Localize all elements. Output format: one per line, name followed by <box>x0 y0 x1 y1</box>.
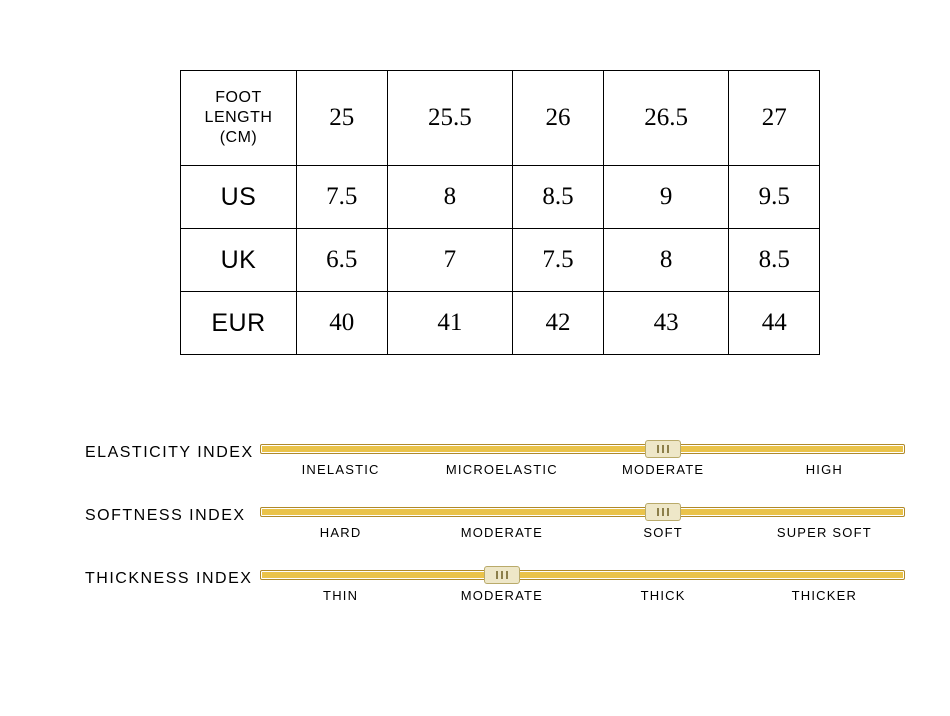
size-value: 8 <box>387 166 513 229</box>
size-chart-table: FOOT LENGTH (CM) 25 25.5 26 26.5 27 US 7… <box>180 70 820 355</box>
slider-track-fill <box>262 572 903 578</box>
slider-handle[interactable] <box>645 440 681 458</box>
foot-length-value: 26.5 <box>603 71 729 166</box>
size-value: 6.5 <box>297 229 388 292</box>
size-value: 7.5 <box>513 229 604 292</box>
slider-ticks: HARD MODERATE SOFT SUPER SOFT <box>260 525 905 540</box>
row-label-us: US <box>181 166 297 229</box>
slider-track <box>260 507 905 517</box>
grip-icon <box>501 571 503 579</box>
table-header-row: FOOT LENGTH (CM) 25 25.5 26 26.5 27 <box>181 71 820 166</box>
size-value: 9 <box>603 166 729 229</box>
size-value: 8.5 <box>729 229 820 292</box>
size-value: 7 <box>387 229 513 292</box>
grip-icon <box>667 445 669 453</box>
corner-line-1: FOOT <box>215 89 261 106</box>
thickness-index-label: THICKNESS INDEX <box>85 570 260 588</box>
tick-label: MICROELASTIC <box>421 462 582 477</box>
slider-track <box>260 570 905 580</box>
index-sliders-section: ELASTICITY INDEX INELASTIC MICROELASTIC … <box>85 444 905 633</box>
tick-label: MODERATE <box>421 525 582 540</box>
size-value: 9.5 <box>729 166 820 229</box>
foot-length-value: 25.5 <box>387 71 513 166</box>
tick-label: SUPER SOFT <box>744 525 905 540</box>
table-row: UK 6.5 7 7.5 8 8.5 <box>181 229 820 292</box>
size-value: 44 <box>729 292 820 355</box>
grip-icon <box>662 508 664 516</box>
row-label-eur: EUR <box>181 292 297 355</box>
tick-label: THICKER <box>744 588 905 603</box>
size-value: 40 <box>297 292 388 355</box>
slider-track-fill <box>262 509 903 515</box>
size-value: 41 <box>387 292 513 355</box>
foot-length-value: 27 <box>729 71 820 166</box>
row-label-uk: UK <box>181 229 297 292</box>
size-value: 8 <box>603 229 729 292</box>
tick-label: THIN <box>260 588 421 603</box>
tick-label: THICK <box>583 588 744 603</box>
slider-ticks: INELASTIC MICROELASTIC MODERATE HIGH <box>260 462 905 477</box>
thickness-index-row: THICKNESS INDEX THIN MODERATE THICK THIC… <box>85 570 905 603</box>
size-value: 43 <box>603 292 729 355</box>
table-row: EUR 40 41 42 43 44 <box>181 292 820 355</box>
tick-label: HARD <box>260 525 421 540</box>
grip-icon <box>506 571 508 579</box>
size-value: 7.5 <box>297 166 388 229</box>
table-row: US 7.5 8 8.5 9 9.5 <box>181 166 820 229</box>
tick-label: HIGH <box>744 462 905 477</box>
size-value: 8.5 <box>513 166 604 229</box>
elasticity-index-label: ELASTICITY INDEX <box>85 444 260 462</box>
elasticity-index-row: ELASTICITY INDEX INELASTIC MICROELASTIC … <box>85 444 905 477</box>
grip-icon <box>662 445 664 453</box>
softness-slider: HARD MODERATE SOFT SUPER SOFT <box>260 507 905 540</box>
corner-line-2: LENGTH <box>205 109 273 126</box>
slider-handle[interactable] <box>645 503 681 521</box>
slider-handle[interactable] <box>484 566 520 584</box>
grip-icon <box>657 508 659 516</box>
foot-length-value: 26 <box>513 71 604 166</box>
grip-icon <box>657 445 659 453</box>
grip-icon <box>667 508 669 516</box>
slider-track-fill <box>262 446 903 452</box>
slider-ticks: THIN MODERATE THICK THICKER <box>260 588 905 603</box>
tick-label: MODERATE <box>421 588 582 603</box>
grip-icon <box>496 571 498 579</box>
thickness-slider: THIN MODERATE THICK THICKER <box>260 570 905 603</box>
slider-track <box>260 444 905 454</box>
softness-index-label: SOFTNESS INDEX <box>85 507 260 525</box>
tick-label: SOFT <box>583 525 744 540</box>
table-corner-label: FOOT LENGTH (CM) <box>181 71 297 166</box>
corner-line-3: (CM) <box>220 129 258 146</box>
softness-index-row: SOFTNESS INDEX HARD MODERATE SOFT SUPER … <box>85 507 905 540</box>
tick-label: INELASTIC <box>260 462 421 477</box>
size-value: 42 <box>513 292 604 355</box>
tick-label: MODERATE <box>583 462 744 477</box>
foot-length-value: 25 <box>297 71 388 166</box>
elasticity-slider: INELASTIC MICROELASTIC MODERATE HIGH <box>260 444 905 477</box>
